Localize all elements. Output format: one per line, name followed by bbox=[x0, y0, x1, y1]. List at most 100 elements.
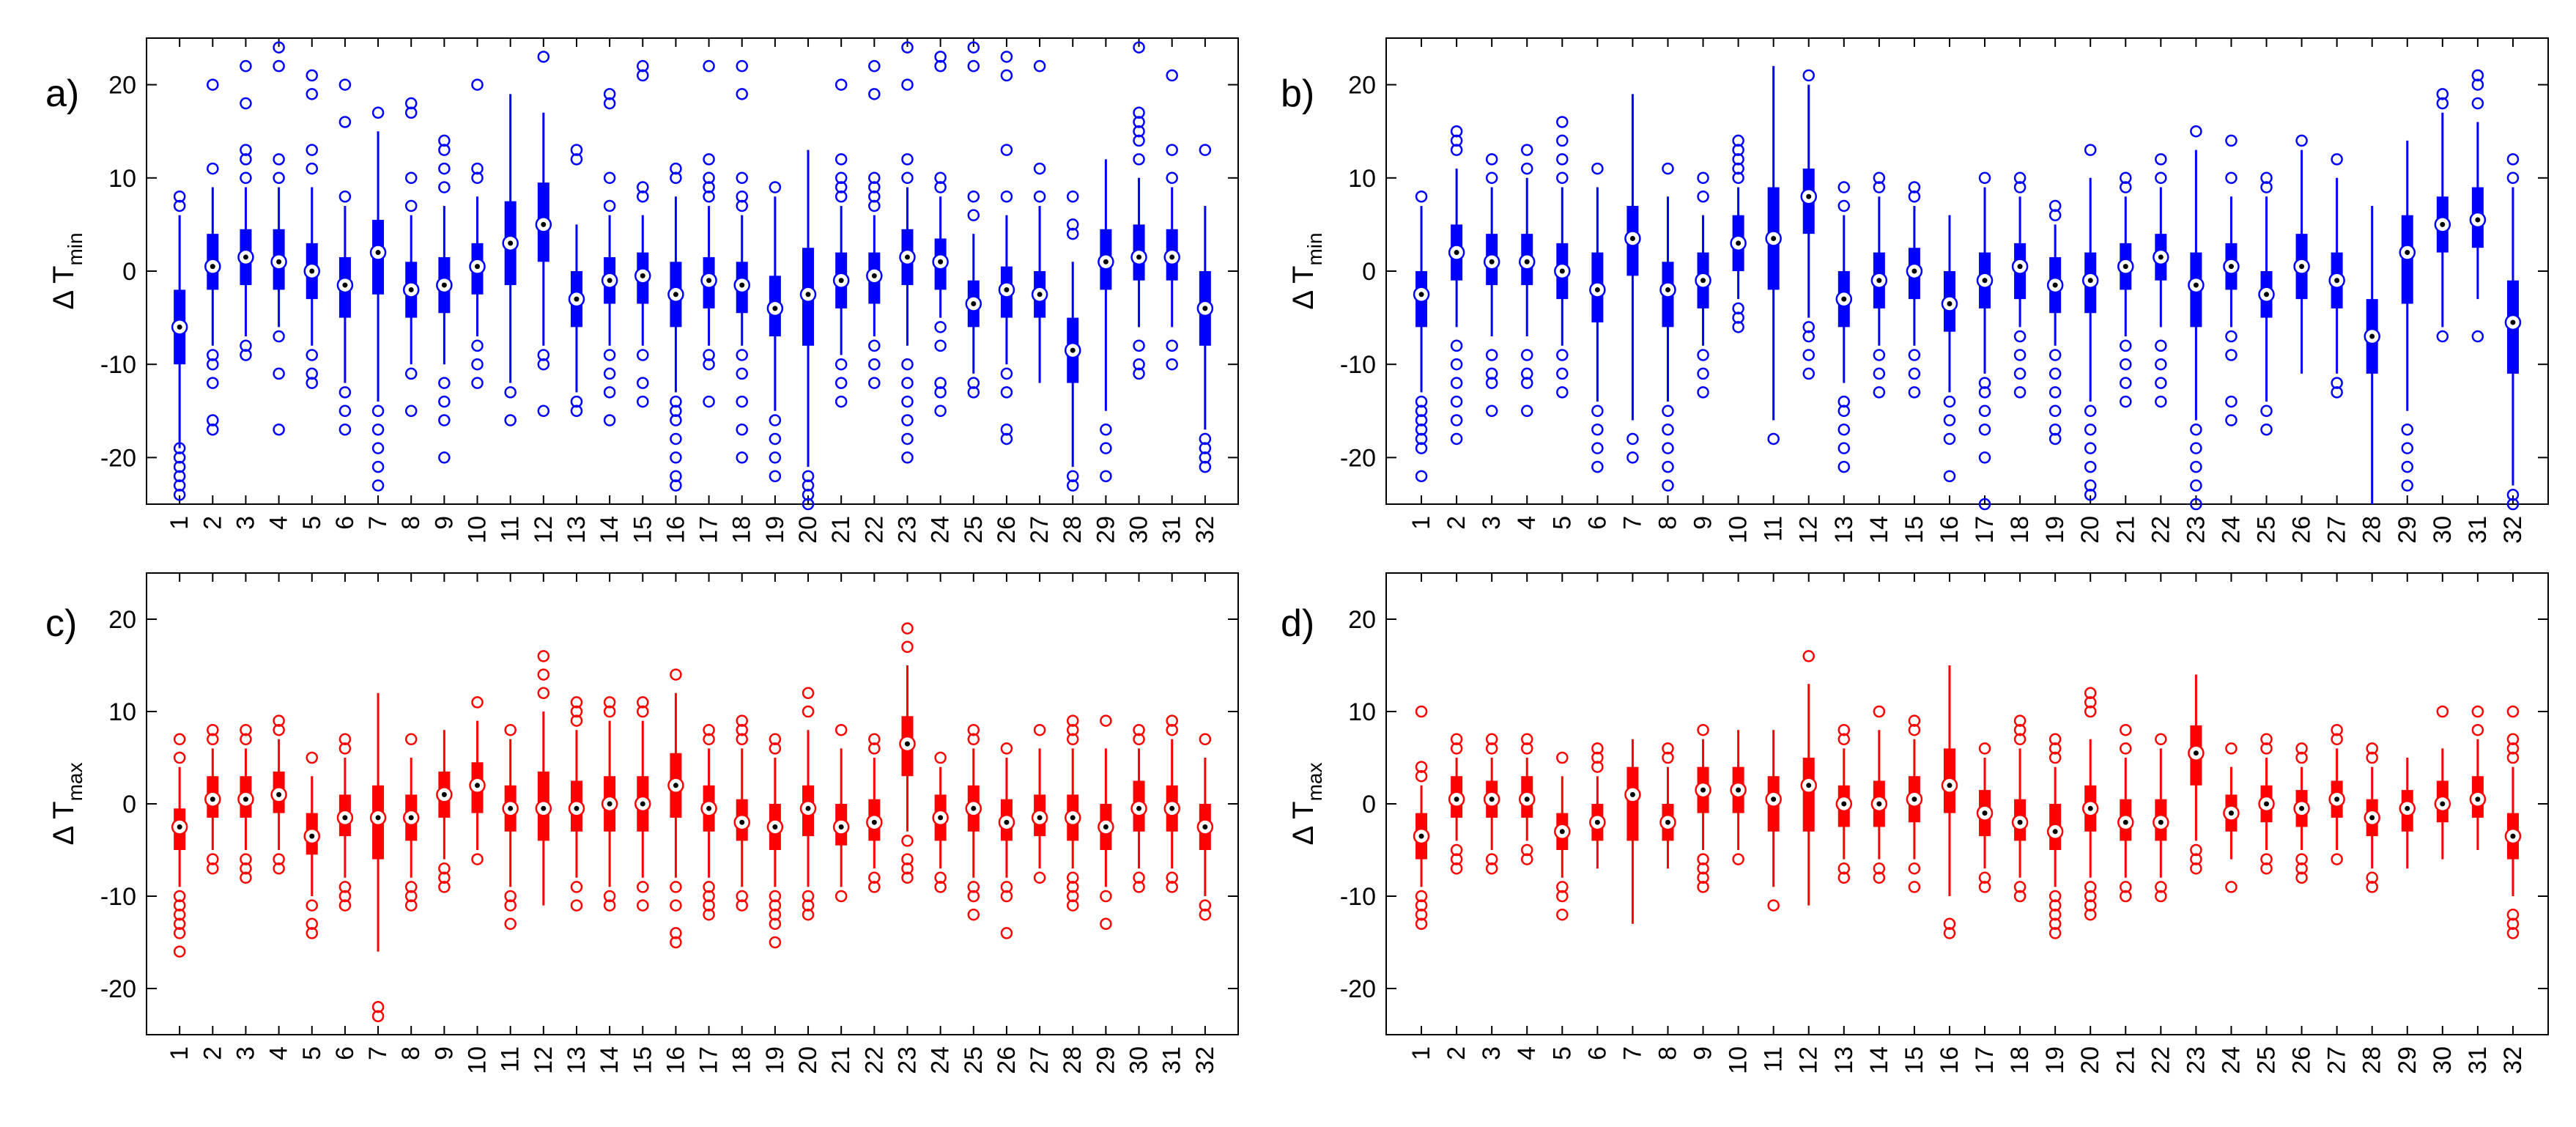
outlier-point bbox=[603, 696, 616, 709]
outlier-point bbox=[2190, 460, 2202, 473]
outlier-point bbox=[901, 451, 914, 464]
box-28: 28 bbox=[1059, 573, 1087, 1074]
box-29: 29 bbox=[1092, 38, 1119, 544]
outlier-point bbox=[901, 622, 914, 635]
y-tick-label: 10 bbox=[1348, 165, 1376, 193]
outlier-point bbox=[1697, 871, 1709, 884]
box-18: 18 bbox=[2006, 38, 2034, 544]
median-dot bbox=[441, 282, 447, 288]
outlier-point bbox=[2155, 153, 2167, 166]
box-14: 14 bbox=[596, 38, 623, 544]
x-tick-label: 4 bbox=[265, 1046, 293, 1060]
outlier-point bbox=[868, 190, 881, 203]
outlier-point bbox=[1100, 423, 1112, 436]
box-7: 7 bbox=[364, 573, 392, 1060]
outlier-point bbox=[603, 88, 616, 100]
outlier-point bbox=[670, 162, 682, 175]
outlier-point bbox=[1697, 723, 1709, 736]
x-tick-label: 28 bbox=[1059, 1046, 1087, 1074]
outlier-point bbox=[703, 890, 715, 903]
outlier-point bbox=[1450, 742, 1463, 755]
outlier-point bbox=[703, 899, 715, 912]
outlier-point bbox=[1485, 377, 1498, 389]
median-dot bbox=[2405, 250, 2410, 256]
outlier-point bbox=[1415, 414, 1428, 426]
box-4: 4 bbox=[1513, 573, 1541, 1060]
x-tick-label: 15 bbox=[629, 516, 656, 544]
box-9: 9 bbox=[430, 573, 458, 1060]
median-dot bbox=[2158, 819, 2164, 825]
outlier-point bbox=[1485, 853, 1498, 865]
outlier-point bbox=[306, 349, 319, 361]
outlier-point bbox=[2260, 742, 2273, 755]
box-29: 29 bbox=[1092, 573, 1119, 1074]
box-6: 6 bbox=[331, 38, 359, 530]
outlier-point bbox=[537, 404, 550, 418]
outlier-point bbox=[2471, 69, 2484, 82]
outlier-point bbox=[173, 733, 186, 746]
median-dot bbox=[1700, 787, 1706, 793]
x-tick-label: 20 bbox=[794, 1046, 822, 1074]
box-17: 17 bbox=[695, 38, 723, 544]
box-1: 1 bbox=[1407, 573, 1435, 1060]
outlier-point bbox=[2401, 442, 2414, 454]
outlier-point bbox=[1033, 59, 1046, 73]
outlier-point bbox=[1662, 479, 1674, 492]
box-9: 9 bbox=[1689, 38, 1717, 530]
outlier-point bbox=[834, 890, 848, 903]
outlier-point bbox=[306, 917, 319, 931]
x-tick-label: 32 bbox=[1191, 516, 1219, 544]
box-15: 15 bbox=[1900, 38, 1928, 544]
y-tick-label: 20 bbox=[1348, 606, 1376, 634]
outlier-point bbox=[2225, 171, 2238, 185]
outlier-point bbox=[736, 733, 748, 746]
x-tick-label: 28 bbox=[2358, 516, 2386, 544]
outlier-point bbox=[1133, 153, 1145, 166]
outlier-point bbox=[570, 881, 583, 893]
outlier-point bbox=[1556, 171, 1569, 185]
median-dot bbox=[2122, 264, 2128, 270]
outlier-point bbox=[1697, 862, 1709, 875]
x-tick-label: 28 bbox=[1059, 516, 1087, 544]
outlier-point bbox=[570, 144, 583, 156]
median-dot bbox=[2087, 278, 2093, 284]
median-dot bbox=[375, 815, 381, 821]
outlier-point bbox=[736, 349, 748, 361]
median-dot bbox=[1876, 801, 1882, 807]
median-dot bbox=[1841, 296, 1847, 302]
median-dot bbox=[772, 824, 778, 829]
outlier-point bbox=[471, 162, 484, 175]
median-dot bbox=[2510, 833, 2516, 839]
median-dot bbox=[739, 282, 745, 288]
outlier-point bbox=[570, 705, 583, 718]
box-9: 9 bbox=[430, 38, 458, 530]
box-24: 24 bbox=[927, 573, 955, 1074]
box-15: 15 bbox=[629, 573, 656, 1074]
x-tick-label: 24 bbox=[2217, 516, 2245, 544]
median-dot bbox=[2087, 805, 2093, 811]
outlier-point bbox=[2471, 78, 2484, 91]
box-30: 30 bbox=[2429, 573, 2457, 1074]
box-28: 28 bbox=[2358, 38, 2386, 544]
x-tick-label: 30 bbox=[2429, 516, 2457, 544]
outlier-point bbox=[2120, 377, 2132, 389]
outlier-point bbox=[173, 945, 186, 958]
outlier-point bbox=[371, 442, 385, 454]
outlier-point bbox=[2471, 705, 2484, 718]
x-tick-label: 10 bbox=[464, 1046, 492, 1074]
outlier-point bbox=[802, 899, 815, 912]
outlier-point bbox=[1908, 714, 1921, 727]
outlier-point bbox=[1100, 442, 1112, 454]
median-dot bbox=[1524, 797, 1530, 802]
outlier-point bbox=[1943, 927, 1956, 939]
outlier-point bbox=[504, 723, 517, 736]
outlier-point bbox=[1450, 432, 1463, 446]
outlier-point bbox=[802, 705, 815, 718]
outlier-point bbox=[1485, 349, 1498, 361]
outlier-point bbox=[1873, 349, 1886, 361]
box-30: 30 bbox=[1125, 573, 1153, 1074]
x-tick-label: 1 bbox=[166, 1046, 193, 1060]
outlier-point bbox=[1415, 423, 1428, 436]
outlier-point bbox=[1732, 153, 1744, 166]
outlier-point bbox=[1415, 395, 1428, 408]
